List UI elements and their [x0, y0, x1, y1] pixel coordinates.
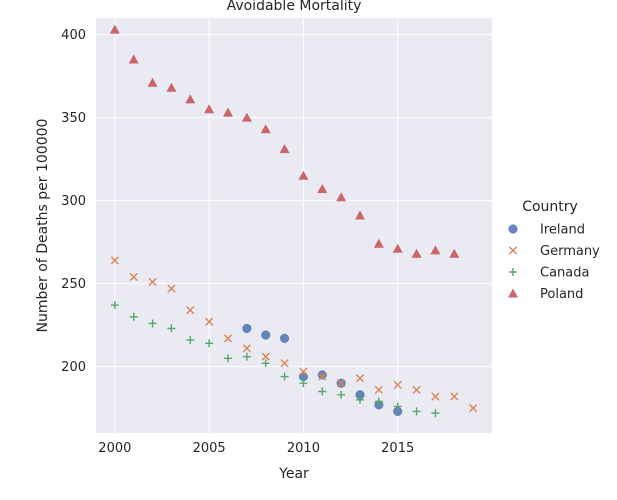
data-point-poland: [204, 104, 215, 114]
data-point-germany: [337, 379, 346, 388]
legend-label-germany: Germany: [540, 244, 600, 259]
series-poland: [109, 24, 460, 258]
data-point-poland: [449, 248, 460, 258]
data-point-poland: [223, 107, 233, 117]
series-canada: [110, 301, 440, 418]
data-point-canada: [186, 336, 195, 345]
data-point-germany: [223, 334, 233, 343]
y-tick-label: 350: [61, 111, 86, 126]
x-axis-label: Year: [278, 466, 309, 482]
data-point-poland: [430, 245, 441, 255]
x-tick-label: 2005: [193, 441, 226, 456]
y-tick-label: 400: [61, 28, 86, 43]
legend-item-ireland: Ireland: [508, 223, 585, 238]
data-point-canada: [431, 409, 440, 418]
data-point-poland: [109, 24, 120, 34]
data-point-canada: [261, 359, 270, 368]
data-point-poland: [411, 248, 422, 258]
data-point-germany: [299, 367, 308, 376]
data-point-canada: [393, 402, 402, 411]
data-point-germany: [412, 385, 421, 394]
legend-marker-germany: [508, 246, 518, 255]
data-point-germany: [205, 317, 214, 326]
data-point-poland: [185, 94, 196, 104]
data-point-germany: [355, 374, 365, 383]
legend-label-ireland: Ireland: [540, 223, 585, 238]
legend: Country Ireland Germany Canada Poland: [508, 199, 600, 302]
series-germany: [110, 256, 478, 413]
data-point-canada: [356, 395, 364, 404]
data-point-canada: [110, 301, 119, 310]
data-point-ireland: [261, 330, 271, 340]
data-point-canada: [374, 397, 383, 406]
data-point-poland: [317, 183, 328, 193]
data-point-poland: [260, 124, 271, 134]
y-tick-label: 200: [61, 360, 86, 375]
legend-item-poland: Poland: [508, 287, 583, 302]
data-point-poland: [128, 54, 139, 64]
grid-lines: [96, 18, 492, 433]
legend-marker-ireland: [508, 224, 518, 234]
y-tick-label: 300: [61, 194, 86, 209]
data-point-canada: [280, 372, 289, 381]
plot-area: [96, 18, 492, 433]
data-point-poland: [279, 144, 290, 154]
data-point-germany: [242, 344, 251, 353]
legend-item-canada: Canada: [509, 266, 589, 281]
data-point-poland: [241, 112, 252, 122]
legend-label-poland: Poland: [540, 287, 583, 302]
y-axis-label: Number of Deaths per 100000: [35, 119, 51, 333]
data-point-canada: [129, 312, 138, 321]
data-point-canada: [318, 387, 327, 396]
data-point-canada: [242, 352, 251, 361]
data-points: [109, 24, 478, 418]
data-point-canada: [224, 354, 232, 363]
legend-label-canada: Canada: [540, 266, 589, 281]
data-point-poland: [355, 210, 365, 220]
data-point-poland: [392, 243, 403, 253]
legend-marker-poland: [508, 288, 518, 298]
data-point-germany: [393, 380, 402, 389]
data-point-poland: [147, 77, 158, 87]
data-point-canada: [205, 339, 214, 348]
data-point-germany: [110, 256, 119, 265]
data-point-ireland: [317, 370, 327, 380]
data-point-germany: [318, 372, 327, 381]
data-point-poland: [298, 170, 309, 180]
data-point-germany: [450, 392, 459, 401]
data-point-poland: [166, 82, 177, 92]
data-point-germany: [129, 272, 138, 282]
x-tick-label: 2010: [287, 441, 320, 456]
data-point-canada: [412, 407, 421, 416]
data-point-canada: [148, 319, 157, 328]
data-point-germany: [469, 404, 478, 413]
data-point-poland: [336, 192, 347, 202]
legend-marker-canada: [509, 268, 517, 276]
data-point-germany: [280, 359, 289, 368]
data-point-germany: [186, 306, 195, 315]
data-point-poland: [373, 238, 384, 248]
y-tick-label: 250: [61, 277, 86, 292]
data-point-germany: [261, 352, 270, 361]
data-point-ireland: [242, 323, 252, 333]
data-point-germany: [148, 277, 157, 287]
tick-labels: 2000 2005 2010 2015 200 250 300 350 400: [61, 28, 414, 456]
chart-title: Avoidable Mortality: [227, 0, 362, 14]
x-tick-label: 2000: [98, 441, 131, 456]
data-point-germany: [167, 284, 176, 293]
data-point-ireland: [280, 333, 290, 343]
legend-title: Country: [522, 199, 578, 215]
data-point-canada: [299, 379, 308, 388]
x-tick-label: 2015: [381, 441, 414, 456]
data-point-canada: [167, 324, 176, 333]
legend-item-germany: Germany: [508, 244, 600, 259]
data-point-germany: [431, 392, 440, 401]
data-point-canada: [337, 390, 346, 399]
data-point-germany: [374, 385, 383, 394]
